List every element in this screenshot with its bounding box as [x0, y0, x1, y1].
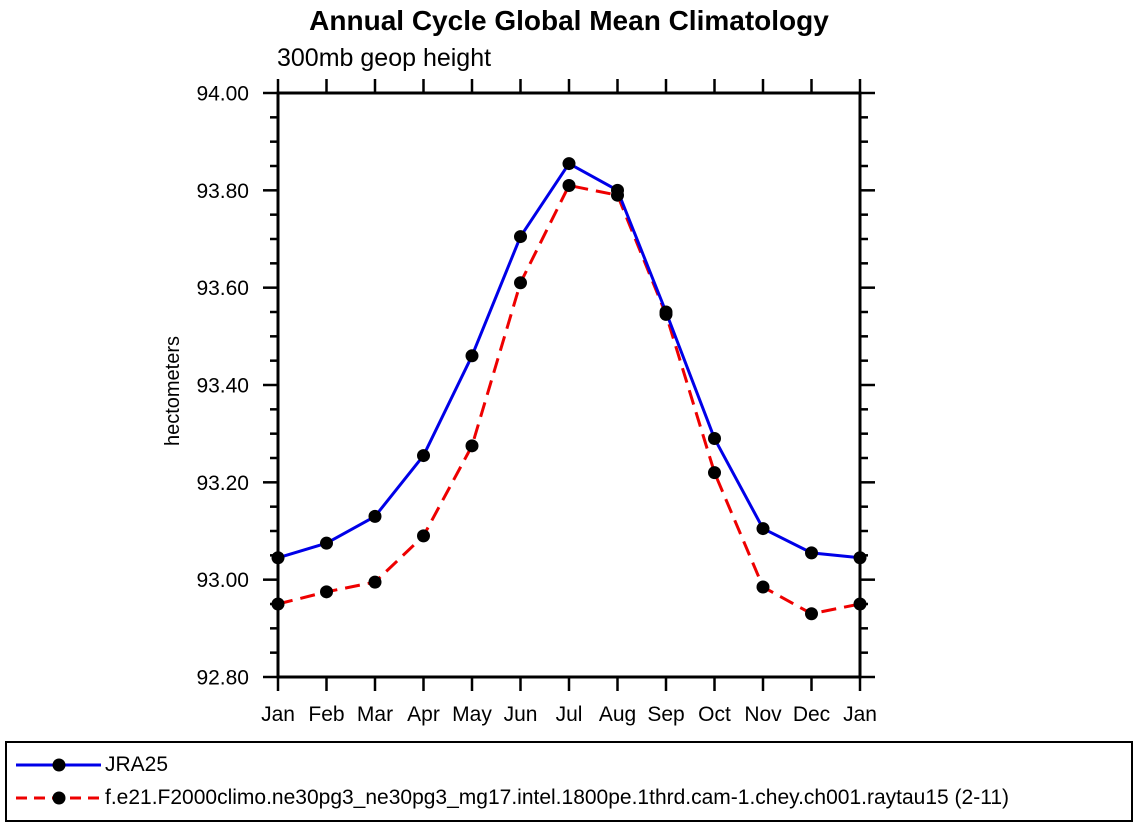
svg-text:Nov: Nov — [744, 703, 782, 726]
plot-area: 92.80 93.00 93.20 93.40 93.60 93.80 94.00 Jan Fe… — [196, 79, 877, 726]
svg-text:Sep: Sep — [647, 703, 684, 726]
svg-text:92.80: 92.80 — [196, 667, 249, 690]
svg-text:Dec: Dec — [793, 703, 830, 726]
svg-text:Jul: Jul — [556, 703, 583, 726]
svg-text:Jun: Jun — [504, 703, 538, 726]
svg-text:Jan: Jan — [261, 703, 295, 726]
svg-text:93.20: 93.20 — [196, 472, 249, 495]
chart-title: Annual Cycle Global Mean Climatology — [309, 5, 829, 36]
legend-label-model-run: f.e21.F2000climo.ne30pg3_ne30pg3_mg17.in… — [105, 786, 1010, 809]
svg-text:Mar: Mar — [357, 703, 393, 726]
chart-subtitle: 300mb geop height — [277, 44, 492, 72]
legend-label-jra25: JRA25 — [105, 753, 169, 776]
svg-text:Aug: Aug — [599, 703, 636, 726]
legend-line-sample-dashed — [16, 791, 101, 805]
svg-text:Apr: Apr — [407, 703, 440, 726]
svg-text:93.00: 93.00 — [196, 569, 249, 592]
svg-text:93.60: 93.60 — [196, 277, 249, 300]
legend-item-model-run: f.e21.F2000climo.ne30pg3_ne30pg3_mg17.in… — [13, 785, 1009, 811]
legend-item-jra25: JRA25 — [13, 752, 168, 778]
legend-line-sample-solid — [16, 758, 101, 772]
legend-box: JRA25 f.e21.F2000climo.ne30pg3_ne30pg3_m… — [5, 741, 1133, 822]
series-line-1 — [277, 183, 861, 616]
svg-text:May: May — [452, 703, 492, 726]
svg-text:93.80: 93.80 — [196, 180, 249, 203]
svg-text:94.00: 94.00 — [196, 83, 249, 106]
svg-text:Feb: Feb — [308, 703, 344, 726]
data-point-markers — [271, 157, 867, 621]
x-tick-labels: Jan Feb Mar Apr May Jun Jul Aug Sep Oct Nov Dec Jan — [261, 703, 877, 726]
axis-frame — [276, 91, 862, 679]
svg-text:Oct: Oct — [698, 703, 731, 726]
svg-text:93.40: 93.40 — [196, 375, 249, 398]
series-line-0 — [277, 162, 861, 560]
svg-text:Jan: Jan — [843, 703, 877, 726]
y-tick-labels: 92.80 93.00 93.20 93.40 93.60 93.80 94.00 — [196, 83, 249, 690]
